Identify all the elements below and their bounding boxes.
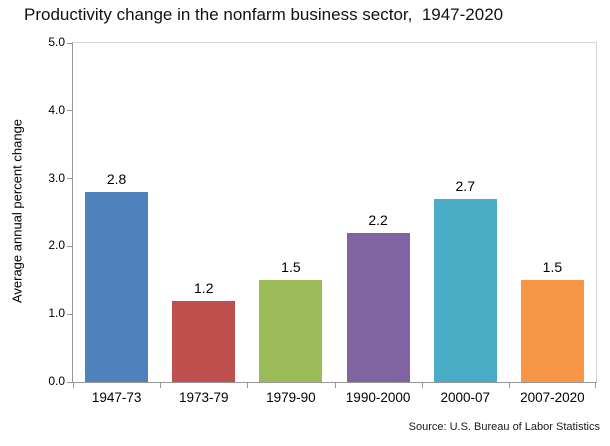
bar-value-label: 1.2	[194, 279, 214, 296]
bar-1973-79	[172, 300, 236, 382]
y-tick-mark	[67, 42, 73, 44]
source-note: Source: U.S. Bureau of Labor Statistics	[408, 421, 600, 433]
x-axis-label: 2007-2020	[520, 390, 585, 405]
x-axis-label: 1990-2000	[345, 390, 411, 405]
y-tick-mark	[67, 313, 73, 315]
plot-area: 0.0 1.0 2.0 3.0 4.0 5.0 2.8 1947-73 1.2 1973-79 1.…	[48, 35, 597, 405]
x-axis-label: 1979-90	[266, 390, 316, 405]
x-tick-mark	[509, 383, 510, 388]
x-tick-mark	[595, 383, 596, 388]
y-tick-mark	[67, 381, 73, 383]
x-tick-mark	[335, 383, 336, 388]
x-tick-mark	[247, 383, 248, 388]
y-tick-label: 3.0	[48, 170, 65, 185]
x-tick-mark	[73, 383, 74, 388]
y-tick-label: 0.0	[48, 374, 65, 388]
chart-title: Productivity change in the nonfarm busin…	[24, 5, 504, 24]
x-axis-label: 1973-79	[178, 390, 229, 405]
y-tick-label: 5.0	[48, 35, 65, 49]
x-axis-label: 2000-07	[440, 390, 491, 405]
bar-value-label: 2.2	[368, 211, 388, 228]
y-tick-label: 4.0	[48, 102, 65, 117]
x-axis-label: 1947-73	[91, 390, 142, 405]
bar-value-label: 1.5	[542, 259, 563, 276]
y-tick-label: 1.0	[48, 306, 65, 321]
bar-1947-73	[85, 192, 149, 382]
bar-2000-07	[433, 198, 497, 382]
bar-value-label: 1.5	[281, 259, 301, 276]
x-tick-mark	[160, 383, 161, 388]
x-tick-mark	[422, 383, 423, 388]
bar-2007-2020	[520, 280, 584, 382]
bar-value-label: 2.7	[455, 177, 475, 194]
y-tick-mark	[67, 110, 73, 112]
y-tick-label: 2.0	[48, 238, 65, 253]
y-tick-mark	[67, 178, 73, 180]
bar-1990-2000	[346, 232, 410, 382]
bar-value-label: 2.8	[106, 171, 127, 188]
bar-1979-90	[259, 280, 323, 382]
y-tick-mark	[67, 245, 73, 247]
y-axis-title-text: Average annual percent change	[9, 118, 25, 304]
